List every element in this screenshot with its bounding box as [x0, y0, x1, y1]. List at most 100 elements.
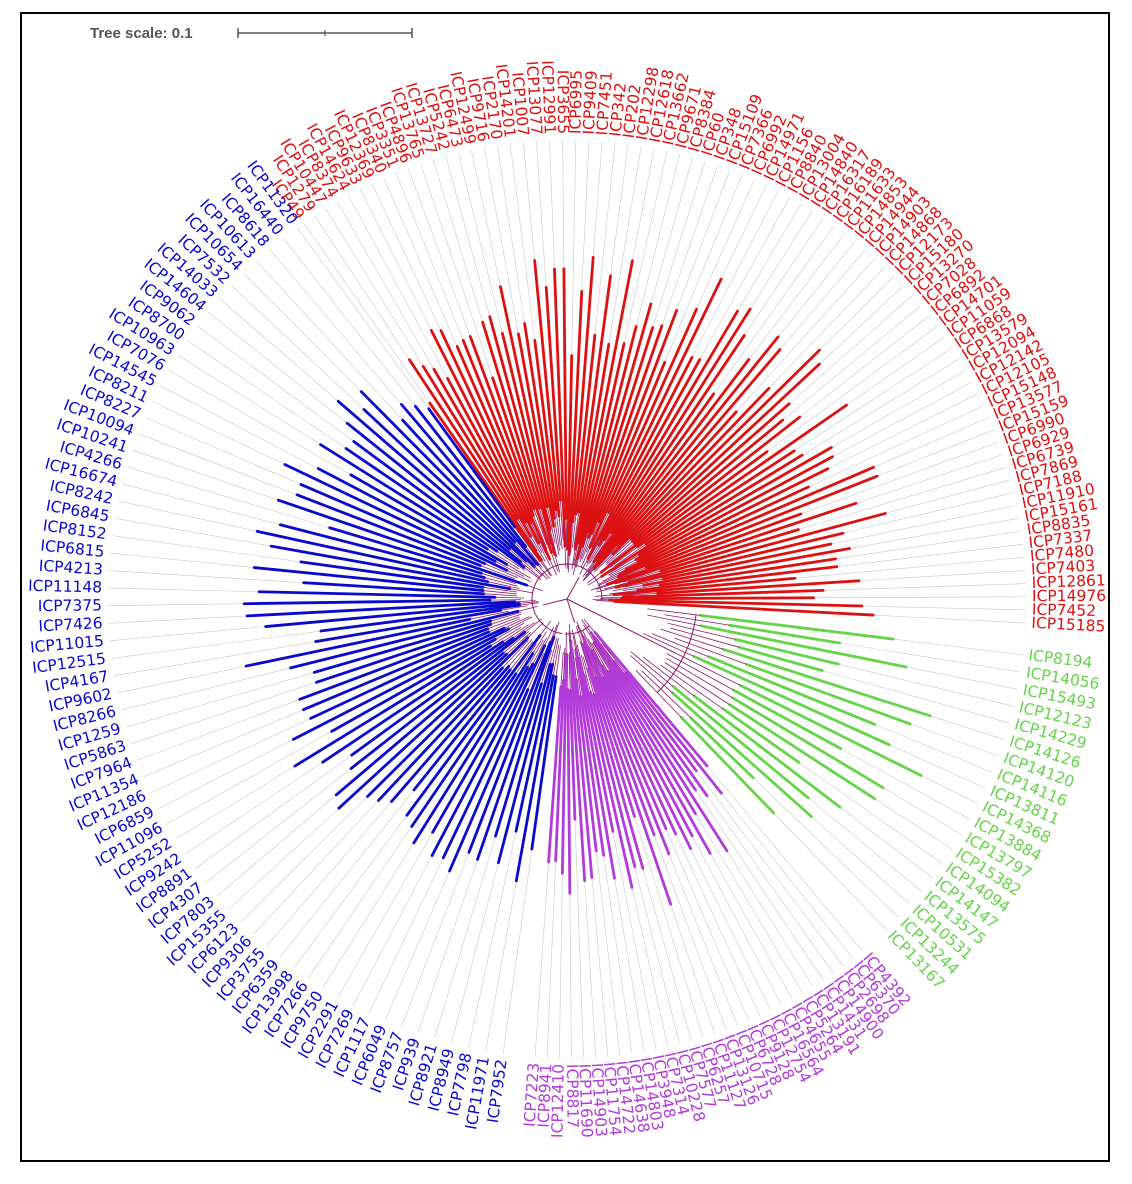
leaf-guide-line — [197, 326, 354, 442]
leaf-guide-line — [115, 517, 272, 547]
internal-branch — [598, 574, 620, 585]
leaf-branch — [600, 664, 694, 838]
leaf-branch — [597, 360, 667, 523]
internal-branch — [558, 515, 563, 550]
internal-branch — [595, 582, 616, 590]
leaf-branch — [567, 289, 584, 557]
leaf-label: ICP14903 — [588, 1062, 611, 1137]
leaf-branch — [321, 640, 505, 764]
leaf-label: ICP4213 — [38, 557, 103, 579]
internal-branch — [525, 546, 543, 568]
leaf-branch — [656, 579, 861, 595]
leaf-guide-line — [395, 172, 464, 341]
leaf-branch — [624, 671, 723, 795]
leaf-label: ICP3655 — [554, 70, 573, 134]
leaf-label: ICP11148 — [28, 577, 102, 597]
leaf-guide-line — [145, 417, 301, 485]
leaf-branch — [283, 463, 509, 572]
leaf-guide-line — [726, 850, 814, 987]
leaf-guide-line — [279, 789, 415, 958]
internal-branch — [576, 644, 585, 676]
internal-branch — [604, 581, 630, 590]
internal-branch — [555, 645, 561, 677]
leaf-guide-line — [434, 836, 496, 1039]
leaf-guide-line — [451, 862, 499, 1044]
internal-branch — [554, 554, 561, 573]
leaf-branch — [530, 675, 558, 851]
leaf-branch — [405, 633, 542, 817]
internal-branch — [581, 533, 593, 560]
internal-branch — [514, 541, 537, 566]
internal-branch — [571, 549, 576, 570]
leaf-guide-line — [840, 748, 970, 820]
leaf-branch — [377, 666, 504, 802]
internal-branch — [549, 638, 558, 665]
leaf-guide-line — [642, 868, 692, 1041]
internal-branch — [487, 548, 520, 570]
leaf-guide-line — [131, 682, 317, 745]
leaf-branch — [671, 691, 813, 818]
leaf-branch — [441, 644, 547, 860]
internal-branch — [608, 559, 637, 576]
leaf-label: ICP12861 — [1031, 571, 1106, 591]
leaf-guide-line — [709, 853, 793, 1000]
leaf-branch — [501, 332, 552, 531]
internal-branch — [674, 637, 747, 665]
leaf-branch — [671, 684, 810, 800]
leaf-guide-line — [831, 370, 966, 448]
leaf-guide-line — [108, 587, 260, 593]
leaf-guide-line — [753, 777, 899, 918]
internal-branch — [579, 537, 589, 563]
leaf-guide-line — [187, 340, 347, 449]
leaf-guide-line — [696, 770, 844, 966]
leaf-branch — [461, 339, 535, 517]
leaf-guide-line — [893, 638, 1023, 656]
internal-branch — [484, 577, 518, 587]
leaf-branch — [573, 342, 611, 551]
internal-branch — [573, 511, 580, 547]
internal-branch — [538, 542, 551, 566]
internal-branch — [643, 633, 695, 657]
leaf-guide-line — [822, 670, 1010, 724]
internal-branch — [481, 572, 516, 584]
leaf-branch — [699, 614, 895, 641]
leaf-branch — [636, 450, 769, 549]
leaf-branch — [592, 693, 645, 870]
leaf-guide-line — [721, 793, 853, 959]
internal-branch — [568, 631, 571, 654]
leaf-branch — [577, 274, 612, 514]
internal-branch — [614, 543, 647, 567]
leaf-guide-line — [158, 739, 294, 809]
leaf-guide-line — [485, 880, 517, 1051]
internal-branch — [526, 584, 544, 592]
leaf-guide-line — [243, 272, 362, 392]
leaf-guide-line — [584, 880, 597, 1058]
leaf-guide-line — [885, 479, 1011, 514]
leaf-branch — [362, 408, 528, 563]
leaf-branch — [613, 600, 875, 617]
internal-branch — [542, 598, 568, 606]
leaf-branch — [533, 338, 558, 512]
leaf-branch — [255, 529, 490, 584]
internal-branch — [532, 515, 548, 549]
leaf-guide-line — [603, 855, 633, 1054]
leaf-guide-line — [253, 800, 379, 935]
leaf-branch — [592, 348, 782, 569]
leaf-guide-line — [303, 222, 431, 404]
leaf-branch — [588, 307, 698, 549]
leaf-guide-line — [799, 316, 929, 418]
internal-branch — [575, 546, 583, 568]
leaf-branch — [599, 415, 802, 574]
leaf-guide-line — [336, 201, 435, 370]
leaf-guide-line — [205, 768, 352, 883]
leaf-branch — [699, 624, 908, 669]
leaf-guide-line — [696, 179, 755, 310]
tree-scale-label: Tree scale: 0.1 — [90, 25, 193, 42]
leaf-branch — [544, 285, 562, 502]
leaf-guide-line — [353, 855, 433, 1006]
leaf-branch — [659, 528, 800, 573]
leaf-guide-line — [798, 762, 943, 864]
internal-branch — [580, 547, 591, 569]
leaf-branch — [252, 566, 485, 592]
leaf-branch — [481, 320, 541, 510]
